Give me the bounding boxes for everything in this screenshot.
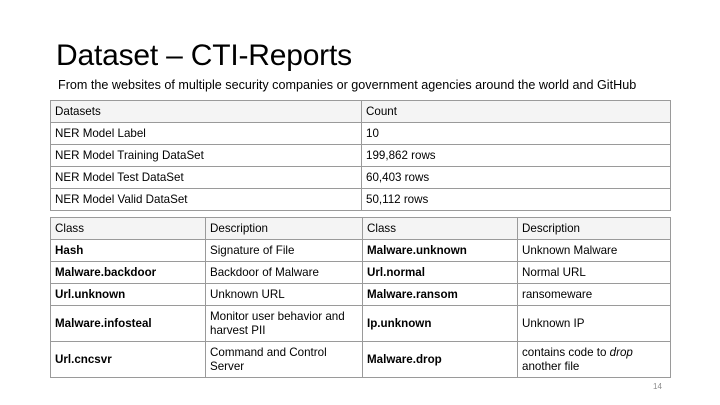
class-table: Class Description Class Description Hash…	[50, 217, 671, 378]
table-row: Malware.backdoor Backdoor of Malware Url…	[50, 261, 671, 284]
class-name-cell: Url.unknown	[50, 283, 206, 306]
slide-title: Dataset – CTI-Reports	[56, 39, 352, 72]
class-name-cell: Malware.ransom	[362, 283, 518, 306]
class-description-cell: ransomeware	[517, 283, 671, 306]
slide-subtitle: From the websites of multiple security c…	[58, 78, 637, 92]
class-name-cell: Url.normal	[362, 261, 518, 284]
table-row: NER Model Test DataSet 60,403 rows	[50, 166, 671, 189]
class-name-cell: Malware.backdoor	[50, 261, 206, 284]
dataset-table-header-row: Datasets Count	[50, 100, 671, 123]
class-description-cell: Monitor user behavior and harvest PII	[205, 305, 363, 342]
dataset-table: Datasets Count NER Model Label 10 NER Mo…	[50, 100, 671, 211]
dataset-count-cell: 10	[361, 122, 671, 145]
description-header: Description	[517, 217, 671, 240]
dataset-count-cell: 199,862 rows	[361, 144, 671, 167]
table-row: NER Model Label 10	[50, 122, 671, 145]
page-number: 14	[653, 382, 662, 391]
table-row: Url.unknown Unknown URL Malware.ransom r…	[50, 283, 671, 306]
dataset-header-count: Count	[361, 100, 671, 123]
emphasized-word: drop	[609, 345, 633, 359]
dataset-name-cell: NER Model Test DataSet	[50, 166, 362, 189]
class-header: Class	[50, 217, 206, 240]
table-row: NER Model Training DataSet 199,862 rows	[50, 144, 671, 167]
description-header: Description	[205, 217, 363, 240]
class-description-cell: Unknown Malware	[517, 239, 671, 262]
class-table-header-row: Class Description Class Description	[50, 217, 671, 240]
class-description-cell: Signature of File	[205, 239, 363, 262]
class-name-cell: Hash	[50, 239, 206, 262]
class-description-cell: contains code to drop another file	[517, 341, 671, 378]
class-name-cell: Malware.infosteal	[50, 305, 206, 342]
class-description-cell: Unknown IP	[517, 305, 671, 342]
dataset-count-cell: 60,403 rows	[361, 166, 671, 189]
dataset-header-datasets: Datasets	[50, 100, 362, 123]
class-name-cell: Ip.unknown	[362, 305, 518, 342]
class-name-cell: Url.cncsvr	[50, 341, 206, 378]
class-description-cell: Normal URL	[517, 261, 671, 284]
class-description-cell: Unknown URL	[205, 283, 363, 306]
dataset-name-cell: NER Model Valid DataSet	[50, 188, 362, 211]
class-header: Class	[362, 217, 518, 240]
dataset-name-cell: NER Model Label	[50, 122, 362, 145]
class-description-cell: Command and Control Server	[205, 341, 363, 378]
dataset-count-cell: 50,112 rows	[361, 188, 671, 211]
table-row: Hash Signature of File Malware.unknown U…	[50, 239, 671, 262]
table-row: Malware.infosteal Monitor user behavior …	[50, 305, 671, 342]
class-description-cell: Backdoor of Malware	[205, 261, 363, 284]
table-row: NER Model Valid DataSet 50,112 rows	[50, 188, 671, 211]
class-name-cell: Malware.unknown	[362, 239, 518, 262]
dataset-name-cell: NER Model Training DataSet	[50, 144, 362, 167]
class-name-cell: Malware.drop	[362, 341, 518, 378]
table-row: Url.cncsvr Command and Control Server Ma…	[50, 341, 671, 378]
